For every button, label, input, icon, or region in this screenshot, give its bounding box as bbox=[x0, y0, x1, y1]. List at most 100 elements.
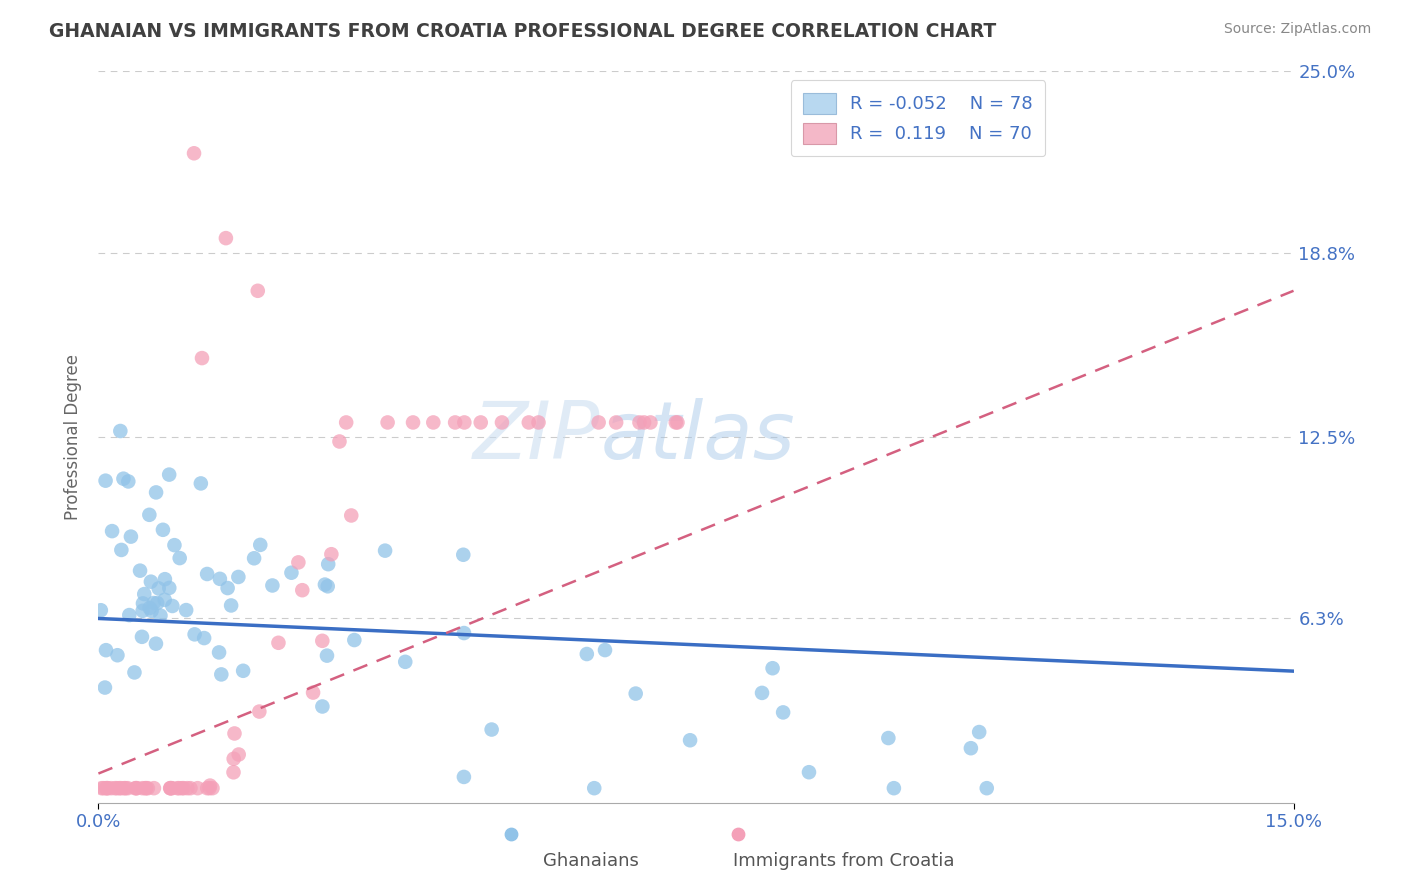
Point bbox=[118, 608, 141, 623]
Point bbox=[797, 765, 820, 780]
Point bbox=[193, 631, 215, 645]
Point bbox=[453, 626, 475, 640]
Point bbox=[316, 557, 339, 571]
Point bbox=[593, 643, 616, 657]
Point bbox=[335, 416, 357, 430]
Point bbox=[624, 687, 647, 701]
Text: Immigrants from Croatia: Immigrants from Croatia bbox=[733, 852, 955, 870]
Point bbox=[176, 781, 198, 796]
Point bbox=[124, 781, 146, 796]
Point bbox=[224, 726, 246, 740]
Point bbox=[94, 781, 117, 796]
Point bbox=[772, 706, 794, 720]
Point bbox=[422, 416, 444, 430]
Point bbox=[287, 555, 309, 569]
Text: Ghanaians: Ghanaians bbox=[543, 852, 638, 870]
Point bbox=[166, 781, 188, 796]
Point bbox=[159, 781, 181, 796]
Point bbox=[134, 781, 156, 796]
Point bbox=[491, 416, 513, 430]
Point bbox=[191, 351, 214, 365]
Point bbox=[316, 579, 339, 593]
Point bbox=[967, 725, 990, 739]
Point bbox=[138, 508, 160, 522]
Point bbox=[107, 648, 129, 663]
Point bbox=[90, 603, 112, 617]
Point bbox=[139, 574, 162, 589]
Point bbox=[883, 781, 905, 796]
Point bbox=[112, 472, 135, 486]
Point bbox=[377, 416, 399, 430]
Point bbox=[135, 781, 157, 796]
Point bbox=[149, 608, 172, 623]
Point bbox=[219, 599, 242, 613]
Point bbox=[132, 596, 155, 610]
Point bbox=[343, 633, 366, 648]
Point bbox=[163, 538, 186, 552]
Point bbox=[666, 416, 689, 430]
Point bbox=[157, 467, 180, 482]
Point bbox=[198, 779, 221, 793]
Point bbox=[208, 645, 231, 659]
Point bbox=[314, 577, 336, 591]
Point bbox=[169, 551, 191, 566]
Point bbox=[187, 781, 209, 796]
Point bbox=[311, 699, 333, 714]
Point bbox=[328, 434, 350, 449]
Point bbox=[162, 599, 184, 613]
Point bbox=[148, 582, 170, 596]
Point bbox=[134, 587, 156, 601]
Point bbox=[138, 601, 160, 615]
Point bbox=[129, 564, 152, 578]
Point bbox=[153, 572, 176, 586]
Point bbox=[291, 583, 314, 598]
Point bbox=[761, 661, 783, 675]
Point bbox=[142, 781, 165, 796]
Point bbox=[167, 781, 190, 796]
Point bbox=[183, 627, 205, 641]
Point bbox=[960, 741, 983, 756]
Point bbox=[679, 733, 702, 747]
Point bbox=[114, 781, 136, 796]
Point bbox=[215, 231, 238, 245]
Point bbox=[96, 781, 118, 796]
Text: GHANAIAN VS IMMIGRANTS FROM CROATIA PROFESSIONAL DEGREE CORRELATION CHART: GHANAIAN VS IMMIGRANTS FROM CROATIA PROF… bbox=[49, 22, 997, 41]
Legend: R = -0.052    N = 78, R =  0.119    N = 70: R = -0.052 N = 78, R = 0.119 N = 70 bbox=[790, 80, 1046, 156]
Point bbox=[877, 731, 900, 745]
Point bbox=[117, 781, 139, 796]
Point bbox=[222, 765, 245, 780]
Point bbox=[110, 424, 132, 438]
Point bbox=[232, 664, 254, 678]
Point bbox=[394, 655, 416, 669]
Point bbox=[157, 581, 180, 595]
Point bbox=[136, 781, 159, 796]
Point bbox=[100, 781, 122, 796]
Point bbox=[247, 705, 270, 719]
Point bbox=[179, 781, 201, 796]
Point bbox=[198, 781, 221, 796]
Point bbox=[583, 781, 606, 796]
Point bbox=[131, 781, 153, 796]
Point bbox=[453, 770, 475, 784]
Point bbox=[159, 781, 181, 796]
Point bbox=[280, 566, 302, 580]
Point bbox=[90, 781, 112, 796]
Point bbox=[517, 416, 540, 430]
Point bbox=[208, 572, 231, 586]
Point bbox=[640, 416, 662, 430]
Text: Source: ZipAtlas.com: Source: ZipAtlas.com bbox=[1223, 22, 1371, 37]
Point bbox=[243, 551, 266, 566]
Point bbox=[575, 647, 598, 661]
Point bbox=[209, 667, 232, 681]
Point bbox=[93, 781, 115, 796]
Point bbox=[183, 146, 205, 161]
Point bbox=[453, 416, 475, 430]
Point bbox=[94, 643, 117, 657]
Point bbox=[110, 781, 132, 796]
Point bbox=[141, 604, 163, 618]
Point bbox=[153, 592, 176, 607]
Point bbox=[316, 648, 339, 663]
Point bbox=[628, 416, 651, 430]
Text: ZIP: ZIP bbox=[472, 398, 600, 476]
Point bbox=[120, 530, 142, 544]
